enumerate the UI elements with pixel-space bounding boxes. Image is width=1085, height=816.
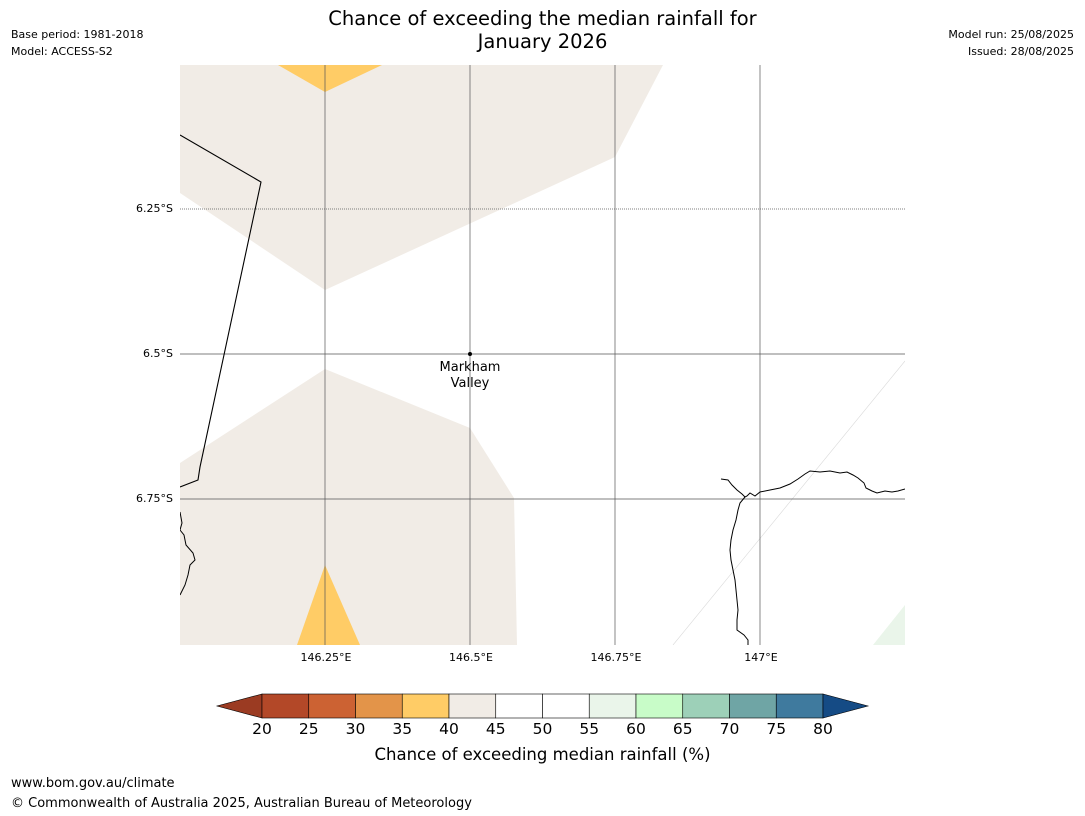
colorbar-swatch-65-70 (682, 693, 730, 719)
model-run-text: Model run: 25/08/2025 (948, 28, 1074, 41)
map-title: Chance of exceeding the median rainfall … (0, 7, 1085, 53)
colorbar-tick-25: 25 (298, 720, 319, 738)
colorbar-tick-45: 45 (485, 720, 506, 738)
rainfall-map[interactable] (180, 65, 905, 645)
faint-boundary-line (672, 360, 905, 645)
colorbar-tick-75: 75 (766, 720, 787, 738)
place-label-line2: Valley (450, 376, 490, 391)
colorbar-tick-40: 40 (439, 720, 459, 738)
region-55-60-bottom-right (873, 605, 905, 645)
markham-valley-marker[interactable] (468, 352, 472, 356)
colorbar-swatch-55-60 (588, 693, 637, 719)
lon-label-146.25e: 146.25°E (300, 651, 352, 664)
coastline-river (729, 496, 749, 645)
coastline-east (720, 470, 905, 498)
colorbar-swatches (215, 693, 870, 719)
colorbar-swatch-75-80 (775, 693, 824, 719)
place-label-markham-valley: Markham Valley (420, 360, 520, 392)
colorbar-swatch-35-40 (401, 693, 450, 719)
colorbar-swatch-60-65 (635, 693, 684, 719)
footer-copyright: © Commonwealth of Australia 2025, Austra… (11, 796, 472, 811)
colorbar-under-arrow (215, 693, 263, 719)
colorbar-tick-55: 55 (579, 720, 600, 738)
colorbar-swatch-70-75 (729, 693, 777, 719)
region-40-45-top (180, 65, 663, 290)
colorbar-tick-70: 70 (719, 720, 740, 738)
colorbar-swatch-30-35 (355, 693, 403, 719)
colorbar-tick-80: 80 (813, 720, 833, 738)
colorbar-swatch-50-55 (542, 693, 590, 719)
forecast-metadata-left: Base period: 1981-2018 Model: ACCESS-S2 (11, 26, 143, 60)
lat-label-6.75s: 6.75°S (136, 492, 173, 505)
border-line (180, 134, 262, 488)
colorbar-tick-60: 60 (626, 720, 646, 738)
lon-label-146.75e: 146.75°E (590, 651, 642, 664)
region-35-40-bottom (297, 565, 360, 645)
lon-label-146.5e: 146.5°E (449, 651, 493, 664)
place-label-line1: Markham (439, 360, 501, 375)
colorbar-tick-35: 35 (392, 720, 413, 738)
colorbar-over-arrow (822, 693, 870, 719)
forecast-metadata-right: Model run: 25/08/2025 Issued: 28/08/2025 (948, 26, 1074, 60)
coastline-west (180, 511, 196, 596)
lon-label-147e: 147°E (744, 651, 778, 664)
colorbar-tick-65: 65 (672, 720, 693, 738)
colorbar-swatch-20-25 (261, 693, 310, 719)
colorbar-label: Chance of exceeding median rainfall (%) (374, 745, 711, 764)
lat-label-6.25s: 6.25°S (136, 202, 173, 215)
footer-url[interactable]: www.bom.gov.au/climate (11, 776, 175, 791)
colorbar-swatch-40-45 (448, 693, 497, 719)
colorbar-tick-50: 50 (532, 720, 553, 738)
gridlines (180, 65, 905, 645)
base-period-text: Base period: 1981-2018 (11, 28, 144, 41)
colorbar-swatch-45-50 (495, 693, 543, 719)
colorbar-tick-30: 30 (345, 720, 366, 738)
region-40-45-bottom (180, 369, 517, 645)
region-35-40-top (278, 65, 382, 92)
colorbar-tick-20: 20 (252, 720, 272, 738)
lat-label-6.5s: 6.5°S (143, 347, 173, 360)
issued-text: Issued: 28/08/2025 (967, 45, 1074, 58)
map-title-line1: Chance of exceeding the median rainfall … (328, 7, 757, 30)
model-text: Model: ACCESS-S2 (11, 45, 113, 58)
rainfall-map-svg (180, 65, 905, 645)
colorbar-swatch-25-30 (308, 693, 356, 719)
map-title-line2: January 2026 (477, 30, 608, 53)
